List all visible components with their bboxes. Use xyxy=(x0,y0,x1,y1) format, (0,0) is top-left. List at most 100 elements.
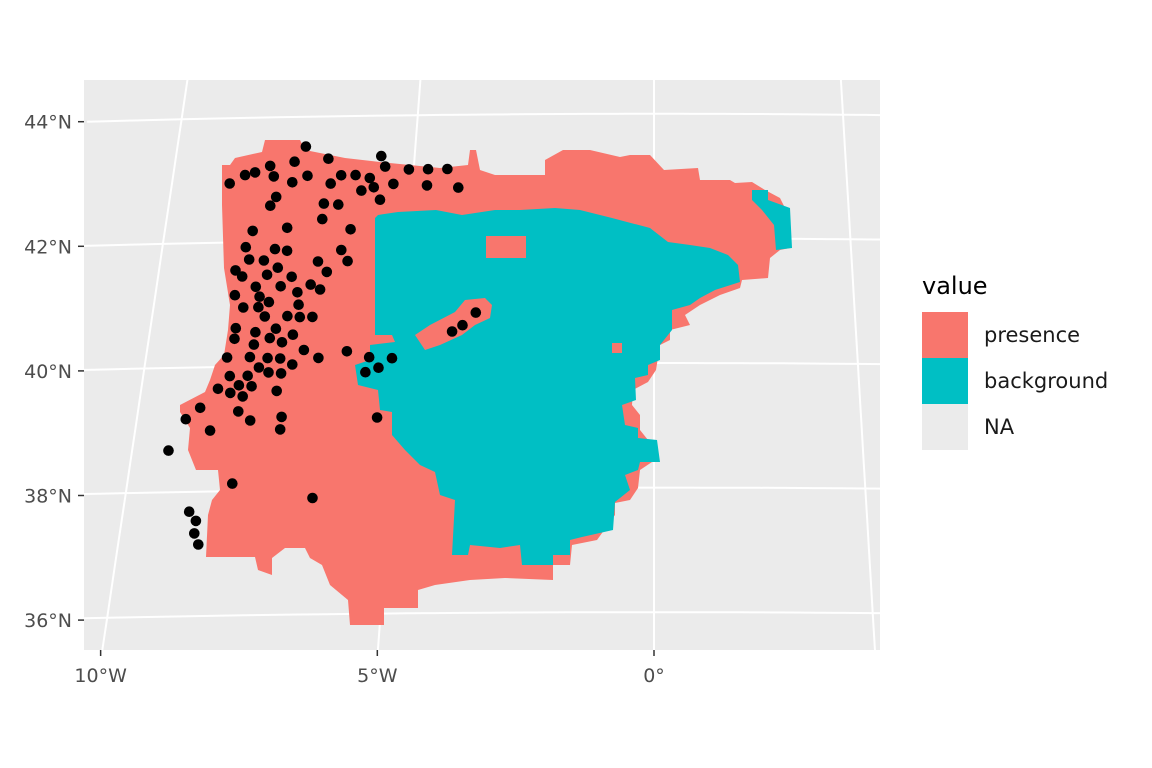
occurrence-point xyxy=(293,299,304,311)
occurrence-point xyxy=(274,353,286,364)
occurrence-point xyxy=(302,170,313,182)
x-tick-label: 5°W xyxy=(357,665,398,687)
occurrence-point xyxy=(244,415,256,426)
x-tick-label: 0° xyxy=(643,665,665,687)
y-tick-label: 44°N xyxy=(24,112,72,134)
occurrence-point xyxy=(386,352,398,364)
occurrence-point xyxy=(379,161,391,172)
y-tick-label: 36°N xyxy=(24,610,72,632)
occurrence-point xyxy=(276,337,288,348)
legend-key-na xyxy=(922,404,968,450)
occurrence-point xyxy=(189,528,200,539)
occurrence-point xyxy=(229,333,240,345)
occurrence-point xyxy=(281,245,293,257)
occurrence-point xyxy=(317,213,328,225)
occurrence-point xyxy=(368,182,380,193)
occurrence-point xyxy=(289,156,300,167)
y-tick-label: 40°N xyxy=(24,361,72,383)
occurrence-point xyxy=(363,351,375,363)
legend-item-presence: presence xyxy=(922,312,1108,358)
occurrence-point xyxy=(403,164,415,175)
occurrence-point xyxy=(276,411,287,423)
occurrence-point xyxy=(263,296,275,308)
occurrence-point xyxy=(300,141,312,152)
legend-key-background xyxy=(922,358,968,404)
occurrence-point xyxy=(333,199,344,210)
occurrence-point xyxy=(249,167,261,178)
y-axis: 44°N 42°N 40°N 38°N 36°N xyxy=(24,112,84,632)
occurrence-point xyxy=(274,424,286,435)
occurrence-point xyxy=(287,359,298,370)
occurrence-point xyxy=(376,150,387,162)
occurrence-point xyxy=(183,506,195,517)
occurrence-point xyxy=(446,326,458,337)
occurrence-point xyxy=(356,185,367,196)
occurrence-point xyxy=(281,222,293,234)
occurrence-point xyxy=(254,291,265,303)
legend-item-na: NA xyxy=(922,404,1108,450)
background-region xyxy=(355,190,792,565)
occurrence-point xyxy=(314,284,326,295)
occurrence-point xyxy=(238,302,249,313)
occurrence-point xyxy=(421,180,433,191)
occurrence-point xyxy=(298,344,310,356)
occurrence-point xyxy=(374,194,386,205)
occurrence-point xyxy=(261,269,273,281)
occurrence-point xyxy=(364,172,376,184)
occurrence-point xyxy=(193,539,204,550)
occurrence-point xyxy=(345,224,356,235)
occurrence-point xyxy=(453,182,464,193)
occurrence-point xyxy=(180,413,192,425)
occurrence-point xyxy=(269,243,281,255)
graticule-meridian xyxy=(839,80,876,650)
occurrence-point xyxy=(307,492,318,504)
occurrence-point xyxy=(224,178,235,189)
occurrence-point xyxy=(264,160,276,172)
occurrence-point xyxy=(246,381,257,392)
occurrence-point xyxy=(194,402,206,414)
occurrence-point xyxy=(312,256,324,267)
occurrence-point xyxy=(287,329,299,341)
occurrence-point xyxy=(236,271,248,282)
occurrence-point xyxy=(307,311,318,323)
occurrence-point xyxy=(229,289,241,301)
occurrence-point xyxy=(233,406,244,417)
occurrence-point xyxy=(442,163,453,175)
occurrence-point xyxy=(422,163,434,175)
occurrence-points xyxy=(163,141,482,550)
legend-label-background: background xyxy=(984,369,1109,393)
occurrence-point xyxy=(268,171,280,182)
occurrence-point xyxy=(270,191,282,203)
occurrence-point xyxy=(253,301,264,313)
legend-key-presence xyxy=(922,312,968,358)
occurrence-point xyxy=(341,346,353,357)
occurrence-point xyxy=(242,370,253,382)
occurrence-point xyxy=(371,412,383,423)
occurrence-point xyxy=(388,178,399,190)
occurrence-point xyxy=(271,385,283,397)
occurrence-point xyxy=(342,255,353,267)
occurrence-point xyxy=(262,352,273,364)
occurrence-point xyxy=(190,515,202,527)
graticule-parallel xyxy=(87,112,880,123)
occurrence-point xyxy=(250,326,261,338)
occurrence-point xyxy=(263,367,274,378)
legend-title: value xyxy=(922,272,988,300)
occurrence-point xyxy=(265,200,276,211)
occurrence-point xyxy=(270,323,282,335)
occurrence-point xyxy=(360,366,371,378)
occurrence-point xyxy=(224,370,236,382)
occurrence-point xyxy=(294,311,306,323)
occurrence-point xyxy=(323,153,334,164)
occurrence-point xyxy=(373,362,384,374)
presence-patch xyxy=(612,343,622,353)
occurrence-point xyxy=(275,368,287,379)
occurrence-point xyxy=(275,281,287,292)
occurrence-point xyxy=(350,169,361,181)
occurrence-point xyxy=(272,262,284,274)
occurrence-point xyxy=(336,244,347,256)
occurrence-point xyxy=(325,178,337,189)
y-tick-label: 38°N xyxy=(24,485,72,507)
occurrence-point xyxy=(313,352,324,364)
